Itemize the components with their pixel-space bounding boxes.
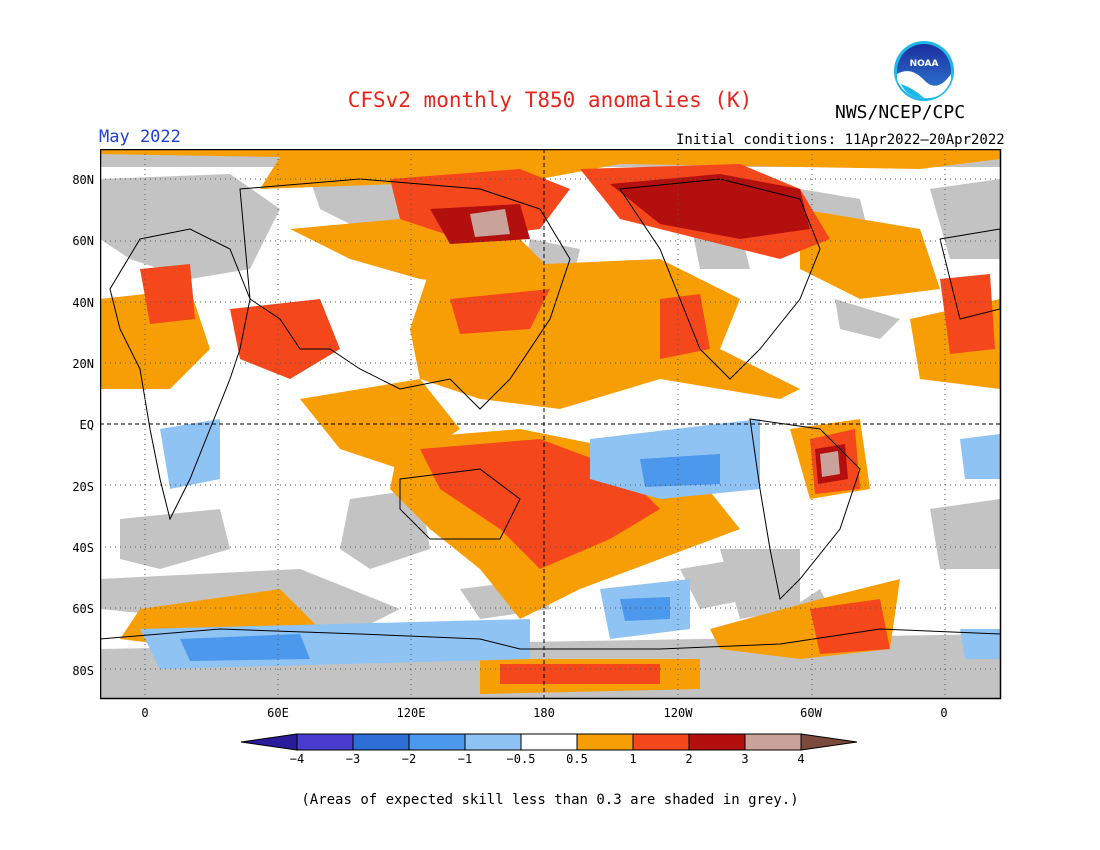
cool-anomaly-level-2: [180, 454, 720, 661]
colorbar-segment: [744, 733, 802, 751]
colorbar-segment: [800, 733, 858, 751]
colorbar-segment: [296, 733, 354, 751]
colorbar-label: 0.5: [566, 752, 588, 766]
lon-label: 60E: [267, 706, 289, 720]
lat-label: 60S: [72, 602, 94, 616]
lat-label: 20S: [72, 480, 94, 494]
colorbar-label: 4: [797, 752, 805, 766]
colorbar-label: 2: [685, 752, 693, 766]
initial-conditions: Initial conditions: 11Apr2022–20Apr2022: [676, 132, 1005, 148]
lat-label: 40N: [72, 296, 94, 310]
colorbar-label: −1: [457, 752, 473, 766]
colorbar-label: −4: [289, 752, 305, 766]
forecast-period: May 2022: [99, 127, 181, 147]
colorbar-label: −0.5: [506, 752, 536, 766]
lat-label: 60N: [72, 234, 94, 248]
agency-label: NWS/NCEP/CPC: [835, 102, 966, 123]
lon-label: 0: [940, 706, 948, 720]
lon-label: 60W: [800, 706, 822, 720]
lon-label: 0: [141, 706, 149, 720]
colorbar-segment: [408, 733, 466, 751]
skill-note: (Areas of expected skill less than 0.3 a…: [301, 792, 799, 808]
anomaly-map: [100, 149, 1002, 700]
colorbar-segment: [576, 733, 634, 751]
gridlines: [100, 149, 1000, 698]
lat-label: 80S: [72, 664, 94, 678]
colorbar-segment: [520, 733, 578, 751]
map-frame: [100, 149, 1002, 700]
lon-label: 120W: [663, 706, 693, 720]
noaa-logo: NOAA: [894, 41, 954, 101]
colorbar-segment: [632, 733, 690, 751]
map-title: CFSv2 monthly T850 anomalies (K): [347, 88, 753, 112]
coastlines: [100, 178, 1001, 650]
lon-label: 120E: [396, 706, 426, 720]
colorbar-label: 3: [741, 752, 749, 766]
lat-label: 40S: [72, 541, 94, 555]
lon-label: 180: [533, 706, 555, 720]
colorbar-label: −3: [345, 752, 361, 766]
colorbar-segment: [352, 733, 410, 751]
colorbar: [240, 733, 858, 751]
noaa-logo-text: NOAA: [910, 59, 939, 69]
colorbar-label: 1: [629, 752, 637, 766]
equator-and-dateline: [100, 149, 1000, 698]
lat-label: EQ: [79, 418, 94, 432]
colorbar-segment: [464, 733, 522, 751]
colorbar-segment: [688, 733, 746, 751]
lat-label: 80N: [72, 173, 94, 187]
warm-anomaly-level-4: [470, 209, 840, 477]
lat-label: 20N: [72, 357, 94, 371]
colorbar-segment: [240, 733, 298, 751]
colorbar-label: −2: [401, 752, 417, 766]
